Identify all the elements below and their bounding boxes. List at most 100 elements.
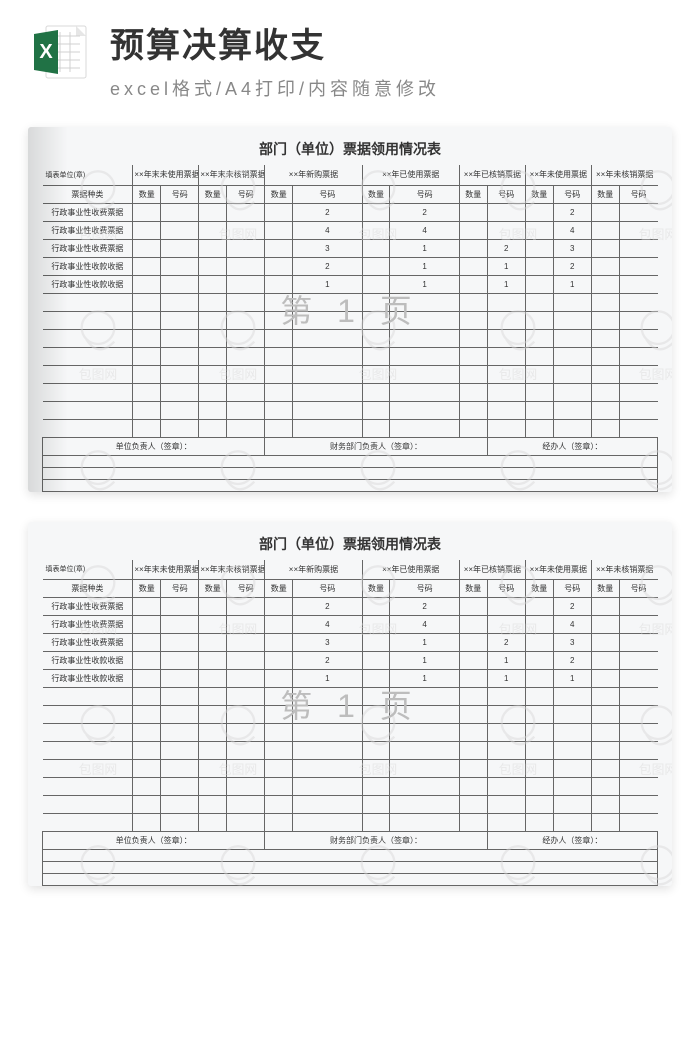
table-cell [487, 347, 525, 365]
table-cell [133, 221, 161, 239]
table-cell [227, 706, 265, 724]
table-cell [619, 652, 657, 670]
table-cell [43, 724, 133, 742]
table-cell [265, 598, 293, 616]
table-cell [487, 203, 525, 221]
table-cell [199, 257, 227, 275]
footer-center: 财务部门负责人（签章）： [265, 437, 487, 455]
table-cell [525, 724, 553, 742]
subcol-qty: 数量 [591, 185, 619, 203]
subcol-qty: 数量 [459, 580, 487, 598]
table-cell [459, 329, 487, 347]
table-cell [591, 814, 619, 832]
subcol-code: 号码 [161, 185, 199, 203]
table-cell [43, 706, 133, 724]
table-cell [199, 814, 227, 832]
table-cell [525, 365, 553, 383]
table-cell [293, 329, 363, 347]
table-cell [265, 778, 293, 796]
table-cell [619, 221, 657, 239]
table-cell [265, 652, 293, 670]
gridline-row [43, 467, 658, 479]
table-cell [293, 383, 363, 401]
table-cell [390, 742, 460, 760]
table-cell [227, 419, 265, 437]
table-cell [265, 724, 293, 742]
table-cell [199, 221, 227, 239]
table-cell [199, 670, 227, 688]
table-cell [553, 347, 591, 365]
table-cell [43, 293, 133, 311]
table-cell [390, 706, 460, 724]
table-cell [227, 365, 265, 383]
header: X 预算决算收支 excel格式/A4打印/内容随意修改 [0, 0, 700, 101]
table-cell [591, 347, 619, 365]
table-cell [161, 203, 199, 221]
table-cell [227, 203, 265, 221]
table-cell [133, 778, 161, 796]
table-cell [265, 221, 293, 239]
row-header-label: 票据种类 [43, 185, 133, 203]
table-cell [227, 275, 265, 293]
subcol-code: 号码 [293, 185, 363, 203]
table-cell [525, 670, 553, 688]
table-cell [265, 365, 293, 383]
table-cell [43, 778, 133, 796]
table-cell [362, 760, 390, 778]
table-cell [362, 275, 390, 293]
table-cell [265, 311, 293, 329]
table-cell [553, 419, 591, 437]
table-cell [199, 724, 227, 742]
table-cell: 2 [487, 239, 525, 257]
table-cell [265, 347, 293, 365]
table-cell [619, 634, 657, 652]
table-cell [161, 598, 199, 616]
corner-label: 填表单位(章) [43, 560, 133, 580]
table-cell [619, 275, 657, 293]
subcol-code: 号码 [553, 580, 591, 598]
table-cell [227, 239, 265, 257]
table-cell [43, 814, 133, 832]
table-cell [390, 329, 460, 347]
table-cell: 2 [553, 598, 591, 616]
table-cell [619, 203, 657, 221]
table-cell [161, 383, 199, 401]
table-cell [390, 293, 460, 311]
table-cell [525, 275, 553, 293]
table-cell [525, 257, 553, 275]
table-cell [265, 616, 293, 634]
table-cell [227, 257, 265, 275]
table-cell [43, 796, 133, 814]
table-cell [199, 419, 227, 437]
table-cell [553, 742, 591, 760]
table-cell [161, 419, 199, 437]
footer-left: 单位负责人（签章）： [43, 832, 265, 850]
table-cell [199, 688, 227, 706]
excel-file-icon: X [30, 22, 90, 82]
table-cell [591, 257, 619, 275]
page-title: 预算决算收支 [110, 18, 670, 67]
table-cell: 3 [553, 634, 591, 652]
table-cell [459, 688, 487, 706]
table-cell [459, 706, 487, 724]
table-cell [227, 634, 265, 652]
table-cell [459, 311, 487, 329]
table-cell: 1 [487, 652, 525, 670]
table-cell [265, 293, 293, 311]
table-cell [525, 616, 553, 634]
table-cell [591, 203, 619, 221]
table-cell [553, 311, 591, 329]
col-group-header: ××年未核销票据 [591, 165, 657, 185]
table-cell [487, 760, 525, 778]
table-cell [362, 778, 390, 796]
table-cell [227, 670, 265, 688]
table-cell [591, 419, 619, 437]
page-subtitle: excel格式/A4打印/内容随意修改 [110, 75, 670, 101]
table-cell [619, 778, 657, 796]
table-cell [161, 275, 199, 293]
table-cell [459, 616, 487, 634]
table-cell: 2 [553, 203, 591, 221]
row-label: 行政事业性收费票据 [43, 598, 133, 616]
gridline-row [43, 479, 658, 491]
table-cell [390, 724, 460, 742]
